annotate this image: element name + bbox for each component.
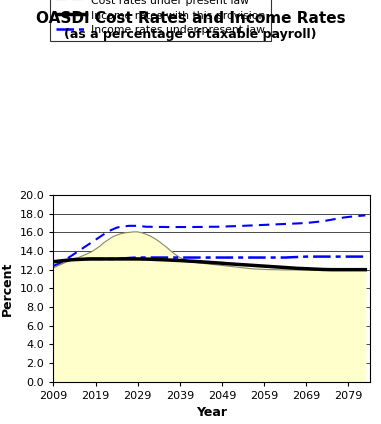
X-axis label: Year: Year [196,406,227,419]
Legend: Cost rates with this provision, Cost rates under present law, Income rates with : Cost rates with this provision, Cost rat… [50,0,271,41]
Text: (as a percentage of taxable payroll): (as a percentage of taxable payroll) [64,28,317,41]
Y-axis label: Percent: Percent [1,261,14,315]
Text: OASDI Cost Rates and Income Rates: OASDI Cost Rates and Income Rates [36,11,345,25]
